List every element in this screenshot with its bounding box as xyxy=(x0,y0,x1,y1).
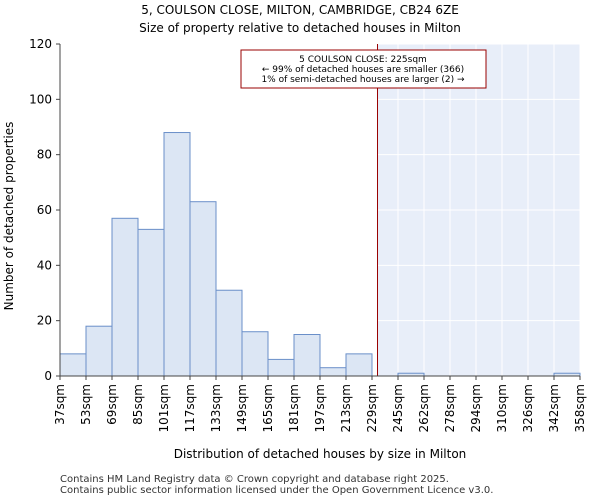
annotation-line-3: 1% of semi-detached houses are larger (2… xyxy=(261,75,465,85)
y-axis-label: Number of detached properties xyxy=(2,122,16,311)
x-tick-label: 165sqm xyxy=(261,384,275,432)
annotation-line-1: 5 COULSON CLOSE: 225sqm xyxy=(299,55,427,65)
x-tick-label: 278sqm xyxy=(443,384,457,432)
x-tick-label: 245sqm xyxy=(391,384,405,432)
histogram-bar xyxy=(319,367,347,377)
x-tick-label: 85sqm xyxy=(131,384,145,425)
y-tick-label: 60 xyxy=(37,203,52,217)
histogram-bar xyxy=(215,289,243,377)
histogram-bar xyxy=(59,353,87,377)
histogram-bar xyxy=(137,228,165,377)
histogram-bar xyxy=(85,325,113,377)
y-tick-label: 120 xyxy=(29,37,52,51)
histogram-bar xyxy=(293,334,321,377)
x-tick-label: 262sqm xyxy=(417,384,431,432)
chart-title: 5, COULSON CLOSE, MILTON, CAMBRIDGE, CB2… xyxy=(141,3,459,17)
footer-attribution-1: Contains HM Land Registry data © Crown c… xyxy=(60,474,449,485)
x-tick-label: 101sqm xyxy=(157,384,171,432)
histogram-bar xyxy=(345,353,373,377)
annotation-frame xyxy=(240,49,487,89)
y-tick-label: 0 xyxy=(44,369,52,383)
y-tick-label: 40 xyxy=(37,258,52,272)
x-tick-label: 181sqm xyxy=(287,384,301,432)
x-tick-label: 342sqm xyxy=(547,384,561,432)
annotation-line-2: ← 99% of detached houses are smaller (36… xyxy=(262,65,464,75)
x-tick-label: 213sqm xyxy=(339,384,353,432)
x-tick-label: 197sqm xyxy=(313,384,327,432)
y-tick-label: 100 xyxy=(29,92,52,106)
x-tick-label: 326sqm xyxy=(521,384,535,432)
x-tick-label: 294sqm xyxy=(469,384,483,432)
x-tick-label: 229sqm xyxy=(365,384,379,432)
x-axis-label: Distribution of detached houses by size … xyxy=(174,447,467,461)
x-tick-label: 37sqm xyxy=(53,384,67,425)
histogram-bar xyxy=(189,201,217,377)
x-tick-label: 310sqm xyxy=(495,384,509,432)
x-tick-label: 133sqm xyxy=(209,384,223,432)
x-tick-label: 117sqm xyxy=(183,384,197,432)
histogram-bar xyxy=(111,217,139,377)
x-tick-label: 69sqm xyxy=(105,384,119,425)
y-tick-label: 20 xyxy=(37,314,52,328)
footer-attribution-2: Contains public sector information licen… xyxy=(60,485,494,496)
chart-subtitle: Size of property relative to detached ho… xyxy=(139,21,461,35)
histogram-bar xyxy=(163,132,191,377)
x-tick-label: 149sqm xyxy=(235,384,249,432)
x-tick-label: 358sqm xyxy=(573,384,587,432)
histogram-bar xyxy=(241,331,269,377)
y-tick-label: 80 xyxy=(37,148,52,162)
histogram-bar xyxy=(267,358,295,377)
marker-annotation: 5 COULSON CLOSE: 225sqm ← 99% of detache… xyxy=(240,49,487,89)
x-tick-label: 53sqm xyxy=(79,384,93,425)
